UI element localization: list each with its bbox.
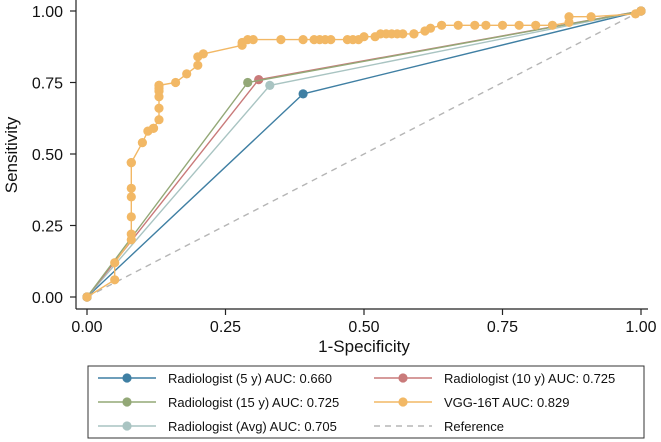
- data-point: [193, 60, 203, 70]
- data-point: [564, 12, 574, 22]
- data-point: [243, 77, 253, 88]
- data-point: [126, 212, 136, 222]
- legend-label: Radiologist (5 y) AUC: 0.660: [168, 371, 332, 386]
- legend-label: Radiologist (10 y) AUC: 0.725: [444, 371, 615, 386]
- data-point: [298, 35, 308, 45]
- legend-swatch-marker: [398, 397, 408, 407]
- data-point: [636, 6, 646, 16]
- legend-swatch-marker: [398, 373, 408, 383]
- legend-swatch-marker: [122, 373, 132, 383]
- data-point: [154, 103, 164, 113]
- y-tick-label: 0.00: [32, 290, 63, 307]
- data-point: [154, 80, 164, 90]
- legend-item: Radiologist (15 y) AUC: 0.725: [98, 395, 339, 410]
- y-tick-label: 1.00: [32, 4, 63, 21]
- legend-item: Reference: [374, 419, 504, 434]
- data-point: [182, 69, 192, 79]
- data-point: [547, 20, 558, 30]
- data-point: [359, 32, 369, 42]
- x-axis-ticks: 0.00 0.25 0.50 0.75 1.00: [71, 309, 657, 336]
- series-line: [86, 10, 642, 298]
- legend-label: Reference: [444, 419, 504, 434]
- legend-swatch-marker: [122, 397, 132, 407]
- legend-label: VGG-16T AUC: 0.829: [444, 395, 570, 410]
- data-point: [298, 89, 308, 99]
- data-point: [265, 80, 275, 90]
- data-point: [398, 29, 408, 39]
- y-axis-title: Sensitivity: [2, 116, 21, 193]
- data-point: [126, 183, 136, 193]
- y-tick-label: 0.75: [32, 76, 63, 93]
- legend-item: Radiologist (Avg) AUC: 0.705: [98, 419, 337, 434]
- x-tick-label: 1.00: [625, 319, 656, 336]
- data-point: [110, 275, 120, 285]
- series-5: [86, 10, 642, 298]
- series-layer: [82, 6, 646, 302]
- y-axis-ticks: 0.00 0.25 0.50 0.75 1.00: [32, 4, 76, 307]
- data-point: [248, 35, 258, 45]
- legend-item: Radiologist (5 y) AUC: 0.660: [98, 371, 332, 386]
- x-tick-label: 0.00: [71, 319, 102, 336]
- legend-label: Radiologist (15 y) AUC: 0.725: [168, 395, 339, 410]
- data-point: [586, 12, 596, 22]
- data-point: [254, 75, 264, 85]
- data-point: [148, 123, 159, 133]
- x-tick-label: 0.50: [348, 319, 379, 336]
- data-point: [409, 29, 419, 39]
- x-tick-label: 0.25: [210, 319, 241, 336]
- data-point: [326, 35, 336, 45]
- data-point: [126, 192, 136, 202]
- legend-label: Radiologist (Avg) AUC: 0.705: [168, 419, 337, 434]
- y-tick-label: 0.50: [32, 147, 63, 164]
- legend: Radiologist (5 y) AUC: 0.660 Radiologist …: [87, 365, 645, 439]
- data-point: [425, 23, 436, 33]
- legend-items: Radiologist (5 y) AUC: 0.660 Radiologist …: [98, 371, 615, 434]
- x-tick-label: 0.75: [487, 319, 518, 336]
- data-point: [126, 158, 136, 168]
- y-tick-label: 0.25: [32, 219, 63, 236]
- data-point: [171, 77, 181, 88]
- data-point: [531, 20, 541, 30]
- data-point: [276, 35, 286, 45]
- series-3: [82, 6, 646, 302]
- legend-swatch-marker: [122, 421, 132, 431]
- data-point: [198, 49, 208, 59]
- data-point: [154, 115, 164, 125]
- data-point: [497, 20, 508, 30]
- legend-box: [87, 365, 645, 439]
- data-point: [470, 20, 480, 30]
- data-point: [137, 138, 147, 148]
- legend-item: Radiologist (10 y) AUC: 0.725: [374, 371, 615, 386]
- data-point: [82, 292, 92, 302]
- data-point: [481, 20, 491, 30]
- data-point: [453, 20, 463, 30]
- x-axis-title: 1-Specificity: [318, 337, 410, 356]
- data-point: [126, 229, 136, 239]
- data-point: [514, 20, 524, 30]
- data-point: [110, 258, 120, 268]
- legend-item: VGG-16T AUC: 0.829: [374, 395, 570, 410]
- data-point: [437, 20, 447, 30]
